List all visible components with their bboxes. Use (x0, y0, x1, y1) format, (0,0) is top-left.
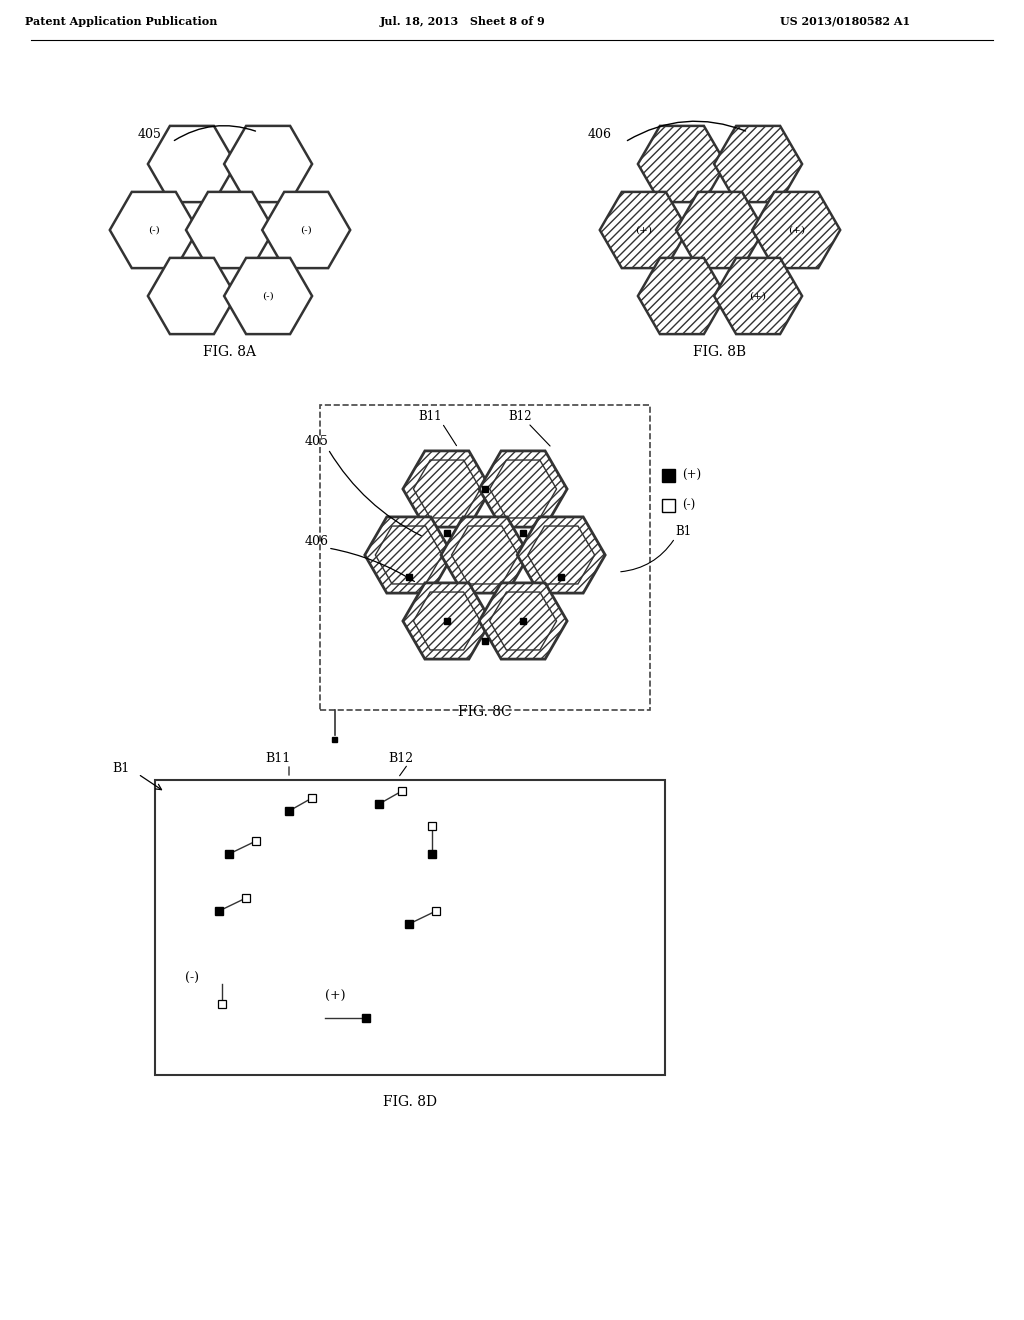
Bar (432, 907, 440, 915)
Polygon shape (365, 517, 453, 593)
Bar (375, 800, 383, 808)
Bar (662, 469, 675, 482)
Bar (482, 486, 487, 492)
Text: (+): (+) (787, 226, 805, 235)
Text: (-): (-) (147, 226, 160, 235)
Bar (407, 574, 412, 579)
Text: B1: B1 (112, 762, 129, 775)
Text: (-): (-) (262, 292, 274, 301)
Bar (225, 850, 233, 858)
Text: 405: 405 (138, 128, 162, 141)
Bar (155, 780, 665, 1074)
Text: 406: 406 (305, 535, 329, 548)
Bar (444, 618, 450, 624)
Bar (252, 837, 260, 845)
Text: (+): (+) (682, 469, 701, 482)
Polygon shape (441, 517, 529, 593)
Bar (319, 405, 650, 710)
Bar (398, 787, 406, 795)
Text: 406: 406 (588, 128, 612, 141)
Bar (428, 850, 436, 858)
Polygon shape (110, 191, 198, 268)
Text: B1: B1 (675, 525, 691, 539)
Polygon shape (638, 125, 726, 202)
Bar (558, 574, 564, 579)
Text: B11: B11 (265, 752, 290, 766)
Polygon shape (262, 191, 350, 268)
Text: B12: B12 (508, 411, 531, 422)
Polygon shape (402, 451, 490, 527)
Polygon shape (147, 257, 236, 334)
Polygon shape (600, 191, 688, 268)
Polygon shape (676, 191, 764, 268)
Text: FIG. 8C: FIG. 8C (458, 705, 512, 719)
Text: (+): (+) (750, 292, 767, 301)
Bar (444, 531, 450, 536)
Polygon shape (753, 191, 841, 268)
Text: (+): (+) (635, 226, 652, 235)
Bar (242, 894, 250, 902)
Bar (482, 638, 487, 644)
Polygon shape (638, 257, 726, 334)
Polygon shape (186, 191, 274, 268)
Polygon shape (479, 583, 567, 659)
Bar (362, 1014, 370, 1022)
Text: (+): (+) (325, 990, 345, 1003)
Bar (406, 920, 413, 928)
Bar (308, 795, 316, 803)
Polygon shape (479, 451, 567, 527)
Text: (-): (-) (682, 499, 695, 512)
Polygon shape (714, 257, 802, 334)
Text: Jul. 18, 2013   Sheet 8 of 9: Jul. 18, 2013 Sheet 8 of 9 (380, 16, 546, 26)
Text: US 2013/0180582 A1: US 2013/0180582 A1 (780, 16, 910, 26)
Polygon shape (224, 125, 312, 202)
Text: (-): (-) (185, 972, 199, 985)
Polygon shape (517, 517, 605, 593)
Text: FIG. 8D: FIG. 8D (383, 1096, 437, 1109)
Polygon shape (224, 257, 312, 334)
Text: (-): (-) (300, 226, 312, 235)
Bar (218, 1001, 226, 1008)
Polygon shape (402, 583, 490, 659)
Polygon shape (714, 125, 802, 202)
Polygon shape (147, 125, 236, 202)
Text: FIG. 8A: FIG. 8A (204, 345, 256, 359)
Text: B11: B11 (418, 411, 441, 422)
Text: B12: B12 (388, 752, 413, 766)
Text: 405: 405 (305, 436, 329, 447)
Bar (428, 822, 436, 830)
Text: Patent Application Publication: Patent Application Publication (25, 16, 217, 26)
Text: FIG. 8B: FIG. 8B (693, 345, 746, 359)
Bar (215, 907, 223, 915)
Bar (285, 807, 293, 814)
Bar (520, 531, 526, 536)
Bar (662, 499, 675, 512)
Bar (520, 618, 526, 624)
Bar (332, 737, 337, 742)
